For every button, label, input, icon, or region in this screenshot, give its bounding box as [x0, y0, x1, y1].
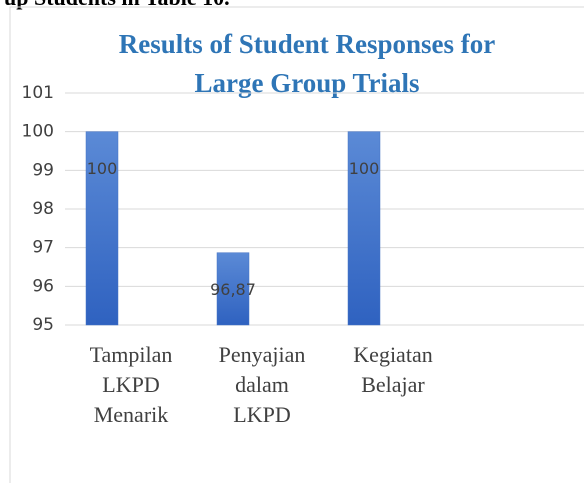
x-tick-label: Kegiatan Belajar [353, 342, 432, 397]
data-label: 100 [349, 159, 380, 178]
bar [85, 131, 119, 326]
x-tick-line: LKPD [102, 372, 159, 397]
x-tick-line: Belajar [361, 372, 425, 397]
chart-title: Results of Student Responses for [119, 29, 496, 59]
y-tick-label: 100 [22, 122, 54, 142]
x-tick-line: Kegiatan [353, 342, 432, 367]
chart-title: Large Group Trials [194, 68, 419, 98]
y-tick-label: 97 [32, 238, 54, 258]
bar [216, 252, 250, 326]
x-tick-label: Penyajian dalam LKPD [219, 342, 306, 427]
bar [347, 131, 381, 326]
y-tick-label: 99 [32, 160, 54, 180]
x-tick-line: dalam [235, 372, 289, 397]
data-label: 100 [87, 159, 118, 178]
x-tick-label: Tampilan LKPD Menarik [90, 342, 173, 427]
page-heading: up Students in Table 10. [4, 0, 230, 10]
x-tick-line: LKPD [233, 402, 290, 427]
x-tick-line: Tampilan [90, 342, 173, 367]
y-tick-label: 101 [22, 83, 54, 103]
y-tick-label: 95 [32, 315, 54, 335]
x-tick-line: Menarik [94, 402, 169, 427]
x-tick-line: Penyajian [219, 342, 306, 367]
chart-frame [9, 6, 584, 483]
data-label: 96,87 [210, 280, 256, 299]
y-tick-label: 96 [32, 276, 54, 296]
y-tick-label: 98 [32, 199, 54, 219]
